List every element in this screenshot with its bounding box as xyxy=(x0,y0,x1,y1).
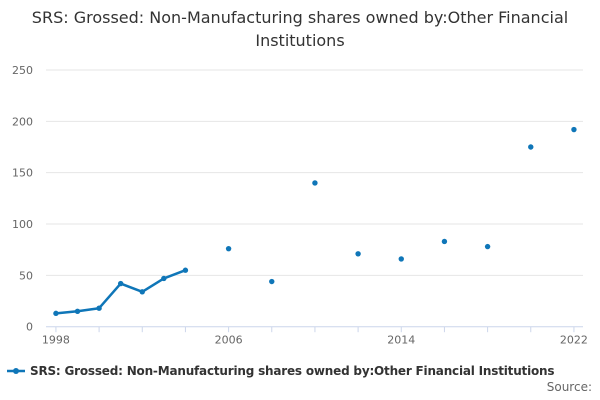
data-point[interactable] xyxy=(528,144,534,150)
data-point[interactable] xyxy=(441,238,448,245)
source-label: Source: xyxy=(546,380,592,394)
data-point[interactable] xyxy=(571,126,577,133)
data-point[interactable] xyxy=(484,243,491,250)
series-line xyxy=(54,268,187,315)
x-tick-label: 2022 xyxy=(560,334,588,347)
data-point[interactable] xyxy=(312,180,318,186)
data-point[interactable] xyxy=(398,256,404,262)
y-tick-label: 250 xyxy=(12,64,33,77)
data-point[interactable] xyxy=(117,280,124,287)
legend-item[interactable]: SRS: Grossed: Non-Manufacturing shares o… xyxy=(7,364,555,378)
chart-plot-area: 0 50 100 150 200 250 1998 2006 2014 2022 xyxy=(12,64,588,347)
y-tick-label: 50 xyxy=(19,269,33,282)
data-point[interactable] xyxy=(269,278,275,285)
data-point[interactable] xyxy=(182,267,189,273)
series-line-marker-icon xyxy=(7,368,25,374)
x-tick-label: 2014 xyxy=(387,334,415,347)
data-point[interactable] xyxy=(74,308,81,314)
data-point[interactable] xyxy=(355,251,361,257)
data-point[interactable] xyxy=(139,289,145,295)
data-point[interactable] xyxy=(96,305,102,311)
legend-label: SRS: Grossed: Non-Manufacturing shares o… xyxy=(30,364,555,378)
y-tick-label: 150 xyxy=(12,167,33,180)
x-tick-label: 2006 xyxy=(215,334,243,347)
y-tick-label: 200 xyxy=(12,115,33,128)
page-title: SRS: Grossed: Non-Manufacturing shares o… xyxy=(31,8,569,51)
y-tick-label: 0 xyxy=(26,321,33,334)
data-point[interactable] xyxy=(225,245,232,252)
x-tick-label: 1998 xyxy=(42,334,70,347)
data-point[interactable] xyxy=(53,310,59,317)
data-point[interactable] xyxy=(161,275,167,282)
y-tick-label: 100 xyxy=(12,218,33,231)
